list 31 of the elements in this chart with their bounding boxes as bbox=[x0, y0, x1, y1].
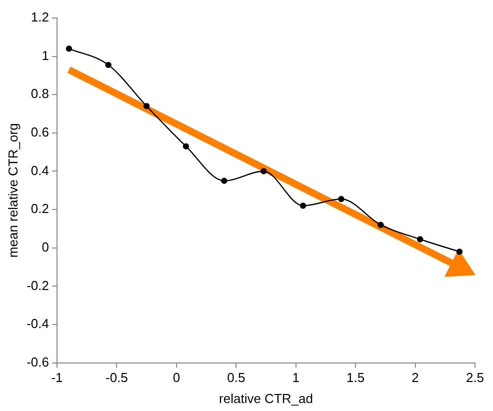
y-tick-label: 0.8 bbox=[30, 86, 49, 102]
y-tick-label: 1 bbox=[42, 48, 49, 63]
point bbox=[378, 222, 384, 228]
point bbox=[105, 62, 112, 68]
x-tick-label: -0.5 bbox=[106, 370, 128, 386]
point bbox=[221, 178, 228, 184]
x-tick-label: 1 bbox=[292, 370, 300, 386]
y-tick-label: 0.6 bbox=[30, 124, 49, 140]
y-tick-label: -0.6 bbox=[26, 354, 49, 370]
x-tick-label: -1 bbox=[51, 370, 63, 386]
x-tick-label: 1.5 bbox=[346, 370, 365, 386]
point bbox=[416, 236, 424, 242]
x-tick-label: 2.5 bbox=[466, 370, 484, 386]
point bbox=[456, 248, 463, 255]
y-tick-label: 0.4 bbox=[30, 162, 49, 178]
y-axis-title: mean relative CTR_org bbox=[5, 123, 20, 258]
x-axis-title: relative CTR_ad bbox=[219, 390, 313, 406]
y-tick-label: 1.2 bbox=[30, 10, 49, 25]
point bbox=[182, 143, 190, 150]
point bbox=[66, 46, 72, 52]
x-tick-label: 0 bbox=[172, 370, 180, 386]
point bbox=[260, 168, 267, 174]
y-tick-label: -0.4 bbox=[26, 316, 49, 332]
x-tick-label: 0.5 bbox=[227, 370, 246, 386]
point bbox=[143, 103, 150, 110]
point bbox=[338, 196, 344, 202]
x-tick-label: 2 bbox=[412, 370, 419, 386]
y-tick-label: 0 bbox=[42, 239, 49, 254]
point bbox=[300, 202, 306, 209]
y-tick-label: -0.2 bbox=[26, 278, 49, 293]
y-tick-label: 0.2 bbox=[30, 201, 49, 216]
